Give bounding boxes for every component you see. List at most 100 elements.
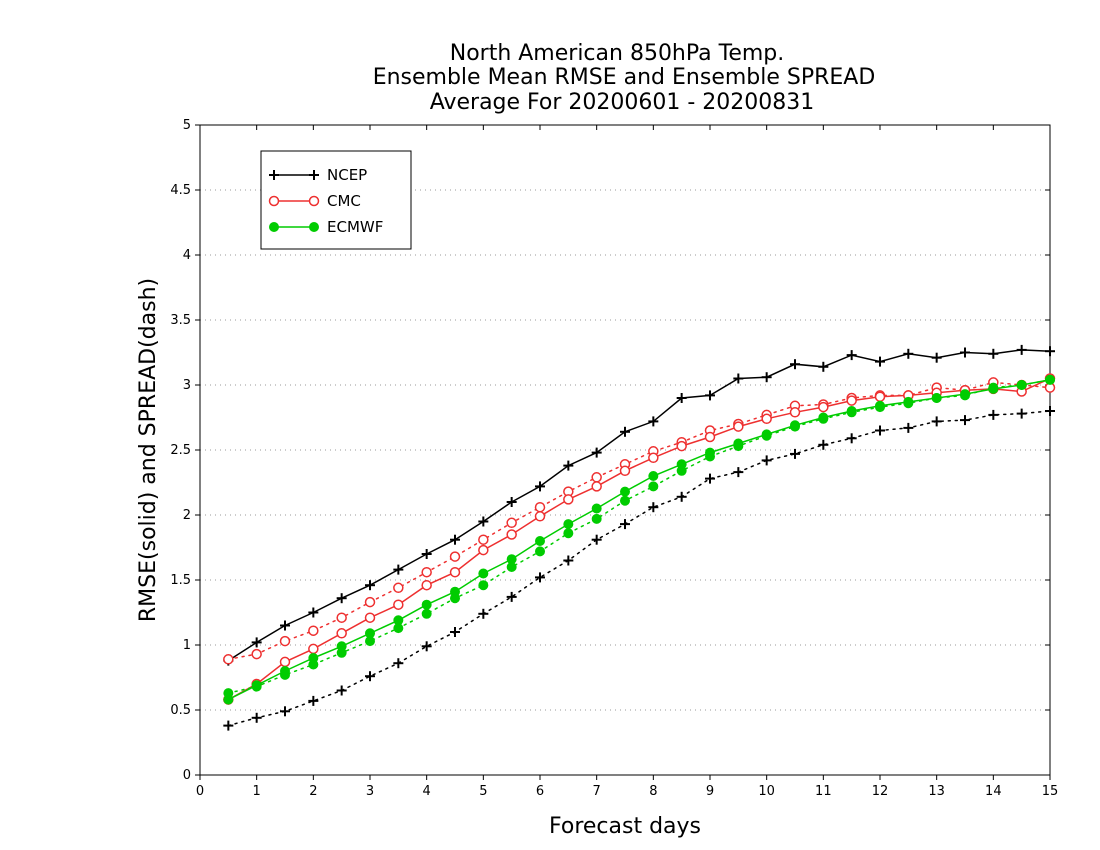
series-ecmwf-spread-point bbox=[591, 513, 602, 524]
x-tick-label: 5 bbox=[479, 784, 487, 799]
x-tick-label: 9 bbox=[706, 784, 714, 799]
series-cmc-rmse-point bbox=[619, 465, 631, 477]
series-cmc-rmse-point bbox=[676, 440, 687, 452]
series-cmc-rmse-point bbox=[761, 413, 772, 425]
series-ecmwf-rmse-point bbox=[1045, 374, 1055, 385]
series-cmc-rmse-point bbox=[364, 612, 376, 623]
series-ecmwf-spread-point bbox=[478, 580, 489, 591]
series-cmc-spread-point bbox=[449, 551, 461, 562]
legend-marker-cmc bbox=[268, 195, 280, 207]
series-cmc-spread-point bbox=[393, 582, 404, 594]
series-ecmwf-rmse-point bbox=[280, 666, 290, 676]
series-cmc-rmse-point bbox=[789, 407, 801, 418]
series-cmc-rmse-point bbox=[421, 579, 432, 591]
series-ecmwf-rmse-point bbox=[535, 536, 545, 546]
series-cmc-rmse-point bbox=[336, 628, 347, 639]
series-cmc-spread-point bbox=[364, 596, 376, 608]
series-ecmwf-rmse-point bbox=[733, 438, 744, 449]
series-cmc-spread-point bbox=[308, 625, 319, 636]
x-tick-label: 10 bbox=[758, 784, 775, 799]
legend-marker-cmc bbox=[308, 195, 320, 207]
series-ecmwf-rmse-point bbox=[846, 406, 857, 416]
series-cmc-rmse-point bbox=[648, 452, 659, 464]
series-cmc-rmse-point bbox=[563, 494, 574, 505]
series-cmc-spread-point bbox=[279, 635, 291, 647]
x-tick-label: 2 bbox=[309, 784, 317, 799]
series-cmc-rmse-point bbox=[279, 656, 291, 668]
series-ecmwf-spread-point bbox=[648, 481, 659, 492]
series-ecmwf-rmse-point bbox=[790, 420, 800, 431]
series-cmc-rmse-point bbox=[874, 391, 886, 402]
series-cmc-rmse-point bbox=[591, 481, 602, 492]
series-cmc-rmse-point bbox=[478, 544, 489, 556]
series-ecmwf-spread-point bbox=[620, 495, 630, 506]
y-tick-label: 4 bbox=[183, 248, 191, 263]
series-ecmwf-rmse-point bbox=[705, 447, 715, 458]
series-ecmwf-rmse-point bbox=[421, 599, 432, 610]
x-tick-label: 0 bbox=[196, 784, 204, 799]
series-ncep-spread-line bbox=[227, 410, 1051, 727]
legend-marker-ecmwf bbox=[269, 222, 279, 232]
series-ecmwf-rmse-point bbox=[931, 393, 942, 403]
series-group bbox=[223, 344, 1056, 731]
series-cmc-spread-point bbox=[251, 648, 262, 660]
series-ecmwf-rmse-point bbox=[1016, 380, 1027, 390]
y-tick-label: 5 bbox=[183, 118, 191, 133]
series-ecmwf-rmse-point bbox=[251, 680, 262, 691]
x-tick-label: 3 bbox=[366, 784, 374, 799]
y-axis-ticks: 0 0.5 1 1.5 2 2.5 3 3.5 4 4.5 5 bbox=[170, 118, 1050, 783]
series-ecmwf-rmse-point bbox=[308, 653, 319, 663]
series-cmc-spread-point bbox=[534, 501, 546, 513]
y-tick-label: 1 bbox=[183, 638, 191, 653]
series-cmc-rmse-point bbox=[393, 599, 404, 610]
series-cmc-spread-line bbox=[227, 381, 1051, 661]
x-tick-label: 7 bbox=[593, 784, 601, 799]
y-tick-label: 4.5 bbox=[170, 183, 191, 198]
series-cmc-spread-point bbox=[336, 612, 347, 623]
legend-label-cmc: CMC bbox=[327, 192, 361, 210]
series-cmc-rmse-point bbox=[308, 643, 319, 655]
y-tick-label: 2 bbox=[183, 508, 191, 523]
series-ecmwf-rmse-point bbox=[761, 429, 772, 440]
series-cmc-rmse-point bbox=[534, 511, 546, 522]
x-tick-label: 11 bbox=[815, 784, 832, 799]
series-ecmwf-rmse-point bbox=[393, 615, 404, 626]
series-ecmwf bbox=[223, 374, 1055, 705]
x-tick-label: 6 bbox=[536, 784, 544, 799]
series-ecmwf-rmse-point bbox=[648, 471, 659, 481]
series-ecmwf-rmse-point bbox=[903, 396, 914, 407]
series-cmc-spread-point bbox=[421, 566, 432, 578]
y-tick-label: 0.5 bbox=[170, 703, 191, 718]
series-cmc-spread-point bbox=[223, 654, 234, 665]
y-tick-label: 2.5 bbox=[170, 443, 191, 458]
series-ncep bbox=[223, 344, 1055, 731]
series-ecmwf-rmse-point bbox=[620, 486, 630, 497]
series-ecmwf-rmse-point bbox=[988, 383, 999, 394]
series-cmc-rmse-point bbox=[704, 431, 716, 443]
series-cmc-rmse-point bbox=[449, 566, 461, 578]
series-ecmwf-spread-point bbox=[535, 546, 545, 557]
series-ecmwf-rmse-point bbox=[365, 628, 375, 639]
series-cmc-spread-point bbox=[478, 534, 489, 545]
x-axis-ticks: 0 1 2 3 4 5 6 7 8 9 10 11 12 13 14 15 bbox=[196, 125, 1058, 799]
y-tick-label: 0 bbox=[183, 768, 191, 783]
x-tick-label: 1 bbox=[253, 784, 261, 799]
x-tick-label: 12 bbox=[872, 784, 889, 799]
series-ecmwf-spread-point bbox=[421, 608, 432, 619]
x-tick-label: 14 bbox=[985, 784, 1002, 799]
series-ncep-rmse-line bbox=[227, 349, 1051, 662]
legend-label-ecmwf: ECMWF bbox=[327, 218, 383, 236]
series-ecmwf-rmse-point bbox=[450, 586, 460, 597]
chart-title-line-3: Average For 20200601 - 20200831 bbox=[430, 90, 815, 115]
series-ecmwf-rmse-point bbox=[818, 412, 829, 423]
x-tick-label: 8 bbox=[649, 784, 657, 799]
series-ecmwf-rmse-point bbox=[591, 503, 602, 514]
series-cmc-spread-point bbox=[591, 472, 602, 483]
y-tick-label: 3.5 bbox=[170, 313, 191, 328]
series-cmc-rmse-point bbox=[818, 401, 829, 413]
y-axis-label: RMSE(solid) and SPREAD(dash) bbox=[136, 278, 161, 622]
series-ecmwf-rmse-point bbox=[336, 641, 347, 652]
x-tick-label: 13 bbox=[928, 784, 945, 799]
series-cmc-rmse-point bbox=[846, 395, 857, 406]
